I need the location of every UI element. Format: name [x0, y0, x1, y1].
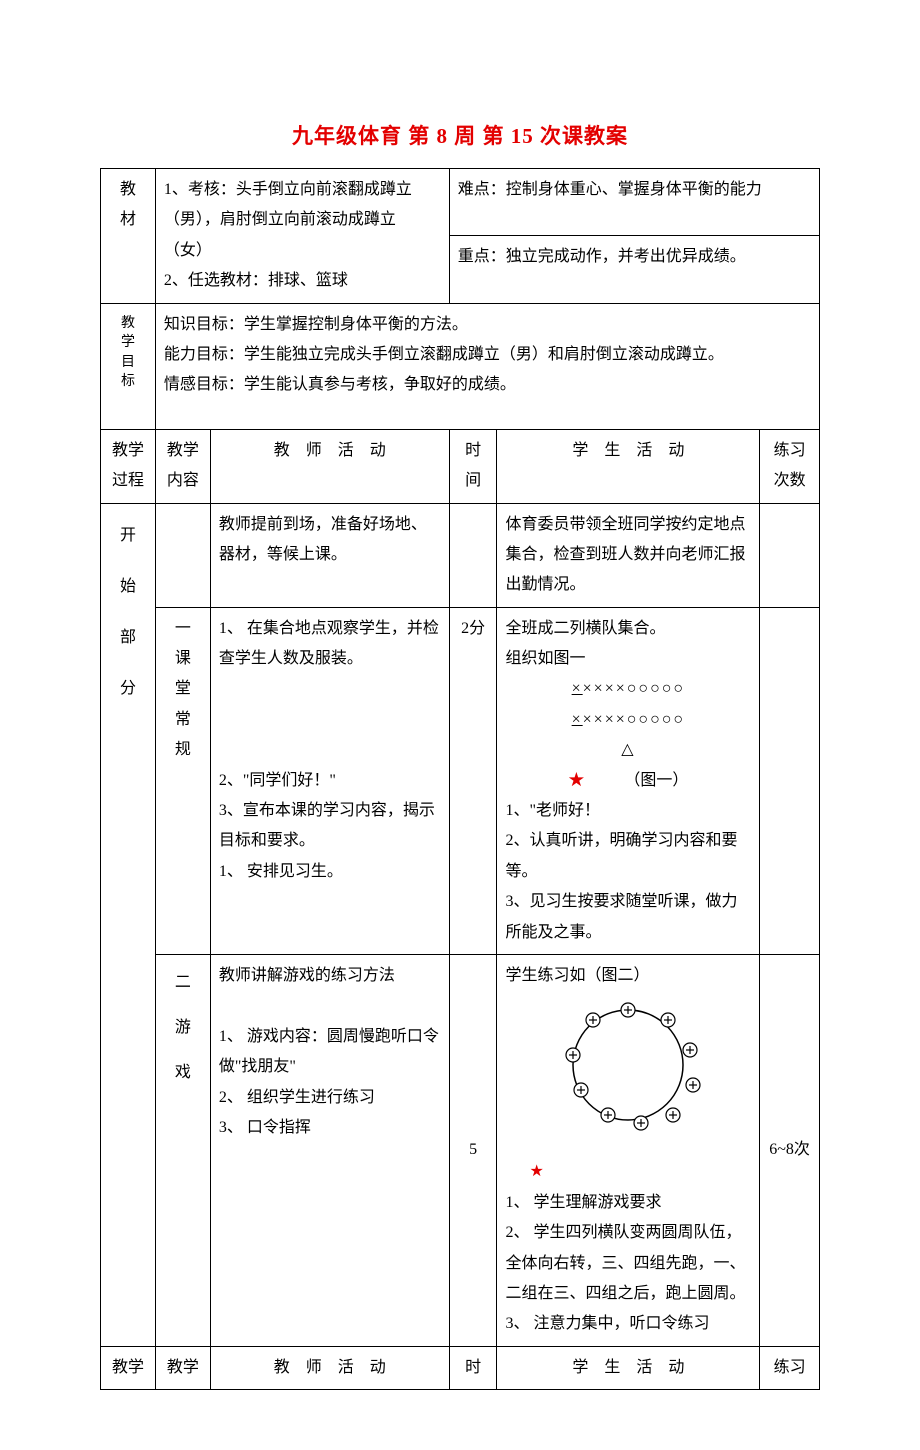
keypoint-text: 重点：独立完成动作，并考出优异成绩。: [449, 236, 819, 303]
label-material: 教材: [101, 169, 156, 304]
prep-time: [449, 503, 497, 607]
difficulty-text: 难点：控制身体重心、掌握身体平衡的能力: [449, 169, 819, 236]
header-time: 时间: [449, 429, 497, 503]
footer-teacher-activity: 教 师 活 动: [210, 1346, 449, 1389]
label-section-start: 开始部分: [101, 503, 156, 1346]
circle-diagram: [533, 995, 723, 1155]
footer-student-activity: 学 生 活 动: [497, 1346, 760, 1389]
header-teacher-activity: 教 师 活 动: [210, 429, 449, 503]
row1-student: 全班成二列横队集合。 组织如图一 ×××××○○○○○ ×××××○○○○○ △…: [497, 607, 760, 954]
header-process: 教学过程: [101, 429, 156, 503]
material-text: 1、考核：头手倒立向前滚翻成蹲立（男），肩肘倒立向前滚动成蹲立（女）2、任选教材…: [155, 169, 449, 304]
label-goals: 教学目标: [101, 303, 156, 429]
header-student-activity: 学 生 活 动: [497, 429, 760, 503]
footer-practice-count: 练习: [760, 1346, 820, 1389]
header-content: 教学内容: [155, 429, 210, 503]
footer-time: 时: [449, 1346, 497, 1389]
row2-count: 6~8次: [760, 954, 820, 1346]
row1-time: 2分: [449, 607, 497, 954]
prep-teacher: 教师提前到场，准备好场地、器材，等候上课。: [210, 503, 449, 607]
content1-label: 一课堂常规: [155, 607, 210, 954]
footer-content: 教学: [155, 1346, 210, 1389]
prep-count: [760, 503, 820, 607]
header-practice-count: 练习次数: [760, 429, 820, 503]
row2-time: 5: [449, 954, 497, 1346]
lesson-plan-table: 教材 1、考核：头手倒立向前滚翻成蹲立（男），肩肘倒立向前滚动成蹲立（女）2、任…: [100, 168, 820, 1390]
row1-teacher: 1、 在集合地点观察学生，并检查学生人数及服装。 2、"同学们好！" 3、宣布本…: [210, 607, 449, 954]
row2-teacher: 教师讲解游戏的练习方法 1、 游戏内容：圆周慢跑听口令做"找朋友" 2、 组织学…: [210, 954, 449, 1346]
goals-text: 知识目标：学生掌握控制身体平衡的方法。能力目标：学生能独立完成头手倒立滚翻成蹲立…: [155, 303, 819, 429]
prep-content: [155, 503, 210, 607]
row2-student: 学生练习如（图二） ★ 1、 学生理解游戏要求 2、 学生四列横队变两圆周队伍，…: [497, 954, 760, 1346]
prep-student: 体育委员带领全班同学按约定地点集合，检查到班人数并向老师汇报出勤情况。: [497, 503, 760, 607]
content2-label: 二游戏: [155, 954, 210, 1346]
footer-process: 教学: [101, 1346, 156, 1389]
row1-count: [760, 607, 820, 954]
page-title: 九年级体育 第 8 周 第 15 次课教案: [100, 120, 820, 150]
